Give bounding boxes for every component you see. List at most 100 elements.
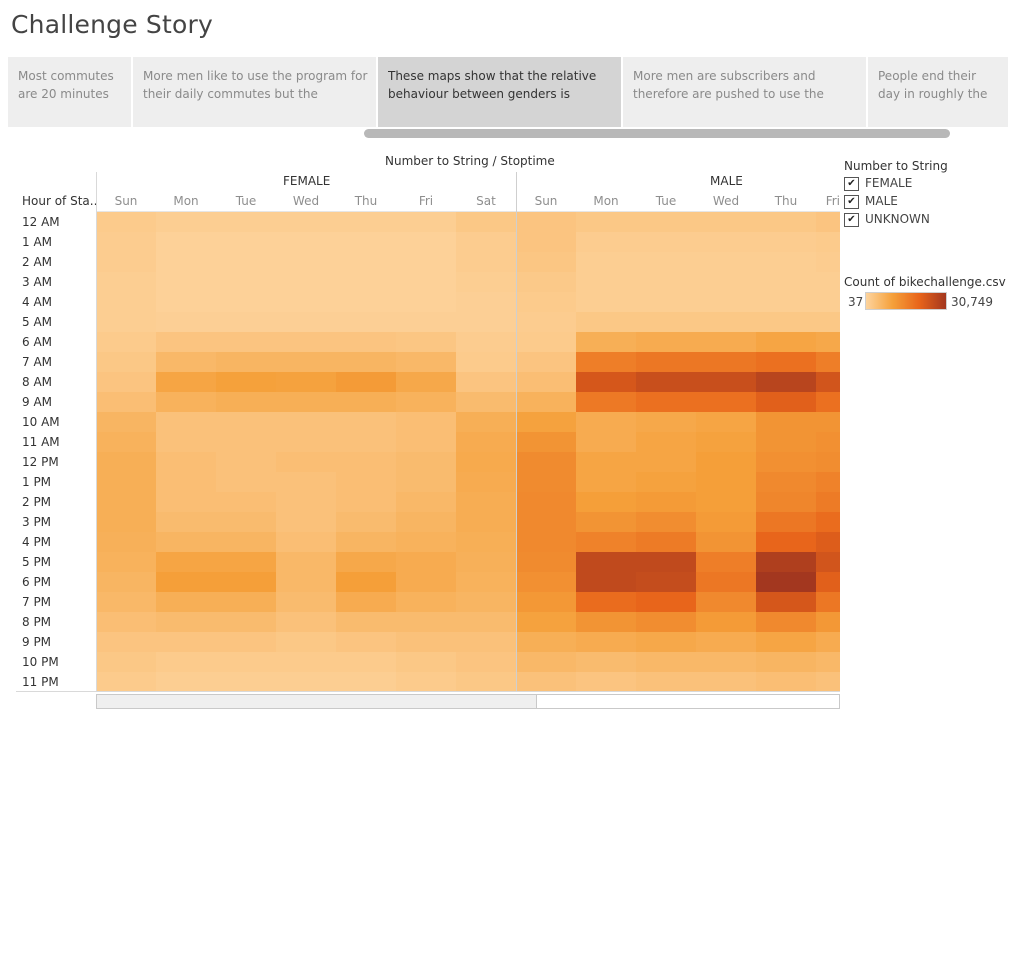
heat-cell-male-tue-14[interactable] [636,492,696,512]
heat-cell-male-sun-16[interactable] [516,532,576,552]
heat-cell-female-tue-6[interactable] [216,332,276,352]
heat-cell-female-wed-14[interactable] [276,492,336,512]
heat-cell-male-mon-19[interactable] [576,592,636,612]
heat-cell-female-sun-14[interactable] [96,492,156,512]
heat-cell-female-thu-12[interactable] [336,452,396,472]
heat-cell-female-wed-20[interactable] [276,612,336,632]
checkbox-male[interactable]: ✔ [844,195,859,209]
heat-cell-female-fri-15[interactable] [396,512,456,532]
heat-cell-female-tue-5[interactable] [216,312,276,332]
heat-cell-female-sun-3[interactable] [96,272,156,292]
heat-cell-female-wed-5[interactable] [276,312,336,332]
checkbox-female[interactable]: ✔ [844,177,859,191]
heat-cell-female-mon-20[interactable] [156,612,216,632]
heat-cell-female-wed-6[interactable] [276,332,336,352]
heat-cell-male-sun-8[interactable] [516,372,576,392]
heat-cell-male-wed-16[interactable] [696,532,756,552]
heat-cell-female-tue-13[interactable] [216,472,276,492]
heat-cell-male-fri-11[interactable] [816,432,840,452]
heat-cell-female-sun-13[interactable] [96,472,156,492]
heat-cell-female-sun-9[interactable] [96,392,156,412]
heat-cell-male-tue-12[interactable] [636,452,696,472]
heat-cell-female-wed-4[interactable] [276,292,336,312]
heat-cell-male-fri-10[interactable] [816,412,840,432]
heat-cell-male-wed-19[interactable] [696,592,756,612]
heat-cell-male-thu-22[interactable] [756,652,816,672]
heat-cell-female-sat-15[interactable] [456,512,516,532]
heat-cell-male-wed-0[interactable] [696,212,756,232]
heat-cell-male-wed-6[interactable] [696,332,756,352]
heat-cell-male-tue-7[interactable] [636,352,696,372]
heat-cell-male-thu-1[interactable] [756,232,816,252]
heat-cell-female-fri-8[interactable] [396,372,456,392]
heat-cell-female-mon-7[interactable] [156,352,216,372]
heat-cell-female-wed-18[interactable] [276,572,336,592]
heat-cell-male-mon-2[interactable] [576,252,636,272]
heat-cell-female-thu-15[interactable] [336,512,396,532]
heat-cell-male-tue-18[interactable] [636,572,696,592]
heat-cell-female-fri-10[interactable] [396,412,456,432]
heat-cell-female-tue-17[interactable] [216,552,276,572]
heat-cell-female-thu-5[interactable] [336,312,396,332]
heat-cell-female-fri-11[interactable] [396,432,456,452]
heat-cell-female-tue-16[interactable] [216,532,276,552]
heat-cell-male-tue-0[interactable] [636,212,696,232]
heat-cell-female-tue-15[interactable] [216,512,276,532]
heat-cell-female-mon-8[interactable] [156,372,216,392]
heat-cell-female-tue-20[interactable] [216,612,276,632]
heat-cell-female-wed-3[interactable] [276,272,336,292]
heat-cell-female-tue-22[interactable] [216,652,276,672]
heat-cell-female-mon-9[interactable] [156,392,216,412]
heat-cell-female-mon-15[interactable] [156,512,216,532]
heat-cell-female-sat-11[interactable] [456,432,516,452]
heat-cell-male-sun-21[interactable] [516,632,576,652]
heat-cell-male-wed-17[interactable] [696,552,756,572]
heat-cell-male-sun-14[interactable] [516,492,576,512]
heatmap-scroll-thumb[interactable] [97,695,537,708]
heat-cell-male-thu-5[interactable] [756,312,816,332]
heat-cell-male-tue-1[interactable] [636,232,696,252]
heat-cell-male-wed-22[interactable] [696,652,756,672]
heat-cell-male-tue-21[interactable] [636,632,696,652]
heat-cell-female-sat-13[interactable] [456,472,516,492]
heat-cell-male-wed-12[interactable] [696,452,756,472]
heat-cell-female-mon-21[interactable] [156,632,216,652]
heat-cell-male-wed-3[interactable] [696,272,756,292]
heat-cell-female-wed-15[interactable] [276,512,336,532]
heat-cell-female-thu-6[interactable] [336,332,396,352]
heat-cell-male-wed-20[interactable] [696,612,756,632]
heat-cell-female-fri-19[interactable] [396,592,456,612]
heat-cell-male-fri-21[interactable] [816,632,840,652]
heat-cell-male-fri-20[interactable] [816,612,840,632]
heat-cell-male-mon-17[interactable] [576,552,636,572]
heat-cell-male-mon-4[interactable] [576,292,636,312]
row-header-hour[interactable]: Hour of Sta.. [22,194,98,208]
heat-cell-female-wed-8[interactable] [276,372,336,392]
heat-cell-female-sat-23[interactable] [456,672,516,691]
heat-cell-female-tue-12[interactable] [216,452,276,472]
heat-cell-female-wed-0[interactable] [276,212,336,232]
heat-cell-male-thu-10[interactable] [756,412,816,432]
heat-cell-female-tue-23[interactable] [216,672,276,691]
heat-cell-male-thu-17[interactable] [756,552,816,572]
heat-cell-female-fri-23[interactable] [396,672,456,691]
heat-cell-female-mon-22[interactable] [156,652,216,672]
heat-cell-male-thu-19[interactable] [756,592,816,612]
heat-cell-male-thu-16[interactable] [756,532,816,552]
heat-cell-male-thu-12[interactable] [756,452,816,472]
heat-cell-female-sat-18[interactable] [456,572,516,592]
heat-cell-female-fri-14[interactable] [396,492,456,512]
heat-cell-male-tue-19[interactable] [636,592,696,612]
heat-cell-female-tue-3[interactable] [216,272,276,292]
heat-cell-male-tue-23[interactable] [636,672,696,691]
heat-cell-female-sat-10[interactable] [456,412,516,432]
heat-cell-male-fri-2[interactable] [816,252,840,272]
heat-cell-male-fri-14[interactable] [816,492,840,512]
heat-cell-male-wed-1[interactable] [696,232,756,252]
heat-cell-male-thu-4[interactable] [756,292,816,312]
heat-cell-female-thu-17[interactable] [336,552,396,572]
heat-cell-female-fri-7[interactable] [396,352,456,372]
heat-cell-female-mon-3[interactable] [156,272,216,292]
heat-cell-female-sun-5[interactable] [96,312,156,332]
heat-cell-female-sun-1[interactable] [96,232,156,252]
